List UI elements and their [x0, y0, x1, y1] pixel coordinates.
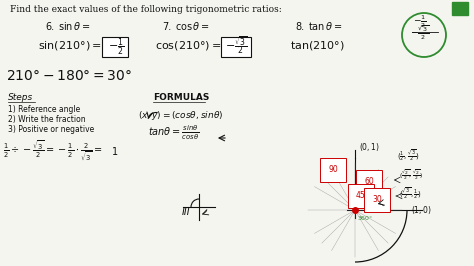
Text: $(\frac{\sqrt{2}}{2},\frac{\sqrt{2}}{2})$: $(\frac{\sqrt{2}}{2},\frac{\sqrt{2}}{2})…	[399, 169, 423, 182]
FancyBboxPatch shape	[221, 37, 251, 57]
Text: $360°$: $360°$	[357, 214, 374, 222]
Text: $\tan(210°)$: $\tan(210°)$	[290, 39, 345, 52]
Text: $\sin(210°)=$: $\sin(210°)=$	[38, 39, 102, 52]
Text: 3) Positive or negative: 3) Positive or negative	[8, 125, 94, 134]
Text: $\frac{1}{2}\div-\frac{\sqrt{3}}{2}=-\frac{1}{2}\cdot\frac{2}{\sqrt{3}}=$: $\frac{1}{2}\div-\frac{\sqrt{3}}{2}=-\fr…	[3, 139, 103, 164]
Text: III: III	[182, 207, 191, 217]
Text: 1: 1	[112, 147, 118, 157]
Text: $tan\theta=\frac{sin\theta}{cos\theta}$: $tan\theta=\frac{sin\theta}{cos\theta}$	[148, 124, 200, 142]
Text: $(1,0)$: $(1,0)$	[411, 204, 432, 216]
Text: 2) Write the fraction: 2) Write the fraction	[8, 115, 86, 124]
Text: $-\frac{1}{2}$: $-\frac{1}{2}$	[108, 36, 124, 57]
Text: $-\frac{1}{2}$: $-\frac{1}{2}$	[413, 14, 427, 30]
FancyBboxPatch shape	[102, 37, 128, 57]
Text: $(\frac{1}{2},\frac{\sqrt{3}}{2})$: $(\frac{1}{2},\frac{\sqrt{3}}{2})$	[397, 148, 420, 163]
Text: 90: 90	[328, 165, 338, 174]
Text: $(\frac{\sqrt{3}}{2},\frac{1}{2})$: $(\frac{\sqrt{3}}{2},\frac{1}{2})$	[399, 186, 422, 201]
Text: 60: 60	[364, 177, 374, 186]
Text: $\tan\theta =$: $\tan\theta =$	[308, 20, 343, 32]
Text: $\sin\theta =$: $\sin\theta =$	[58, 20, 91, 32]
Text: $\cos\theta =$: $\cos\theta =$	[175, 20, 210, 32]
Text: $-\frac{\sqrt{3}}{2}$: $-\frac{\sqrt{3}}{2}$	[225, 34, 247, 56]
Text: $210°-180°=30°$: $210°-180°=30°$	[6, 69, 132, 83]
Text: $(0,1)$: $(0,1)$	[359, 141, 380, 153]
Text: $\cos(210°)=$: $\cos(210°)=$	[155, 39, 221, 52]
Text: 1) Reference angle: 1) Reference angle	[8, 105, 80, 114]
Text: 45: 45	[356, 192, 366, 201]
Text: $-\frac{\sqrt{3}}{2}$: $-\frac{\sqrt{3}}{2}$	[410, 24, 429, 42]
Text: 6.: 6.	[45, 22, 54, 32]
Text: Find the exact values of the following trigonometric ratios:: Find the exact values of the following t…	[10, 5, 282, 14]
Text: FORMULAS: FORMULAS	[153, 93, 210, 102]
Text: 7.: 7.	[162, 22, 171, 32]
Text: 30: 30	[372, 196, 382, 205]
FancyBboxPatch shape	[452, 2, 468, 15]
Text: Steps: Steps	[8, 93, 33, 102]
Text: $(x,y)=(cos\theta,sin\theta)$: $(x,y)=(cos\theta,sin\theta)$	[138, 109, 223, 122]
Text: 8.: 8.	[295, 22, 304, 32]
